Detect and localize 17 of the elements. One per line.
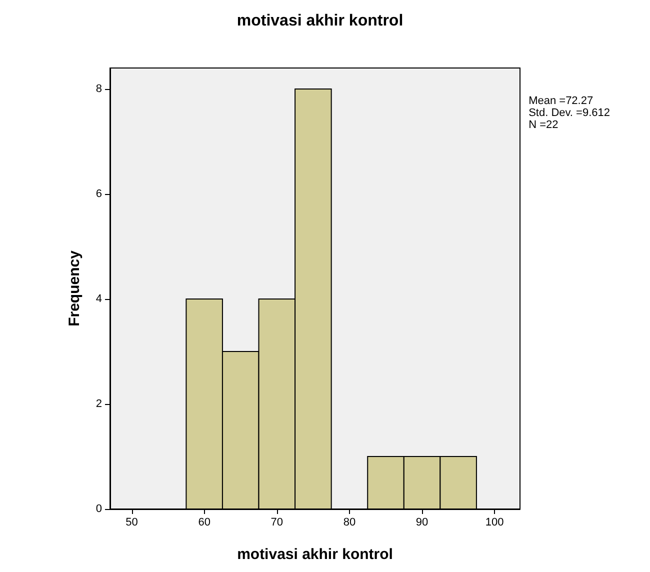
y-tick-label: 8 — [96, 83, 102, 95]
x-tick-label: 80 — [343, 516, 356, 528]
text: Std. Dev. =9.612 — [528, 107, 610, 119]
x-axis-title: motivasi akhir kontrol — [237, 546, 393, 563]
text: Mean =72.27 — [528, 95, 594, 107]
x-tick-label: 50 — [126, 516, 138, 528]
x-tick-label: 100 — [485, 516, 504, 528]
x-tick-label: 70 — [270, 516, 284, 528]
x-tick-label: 90 — [416, 516, 428, 528]
y-tick-label: 6 — [96, 188, 102, 200]
y-tick-label: 0 — [96, 503, 102, 515]
y-tick-label: 4 — [96, 293, 102, 305]
x-tick-label: 60 — [198, 516, 210, 528]
chart-title: motivasi akhir kontrol — [236, 12, 404, 30]
y-axis-title: Frequency — [66, 250, 83, 326]
text: N =22 — [528, 119, 558, 131]
y-tick-label: 2 — [96, 398, 102, 410]
